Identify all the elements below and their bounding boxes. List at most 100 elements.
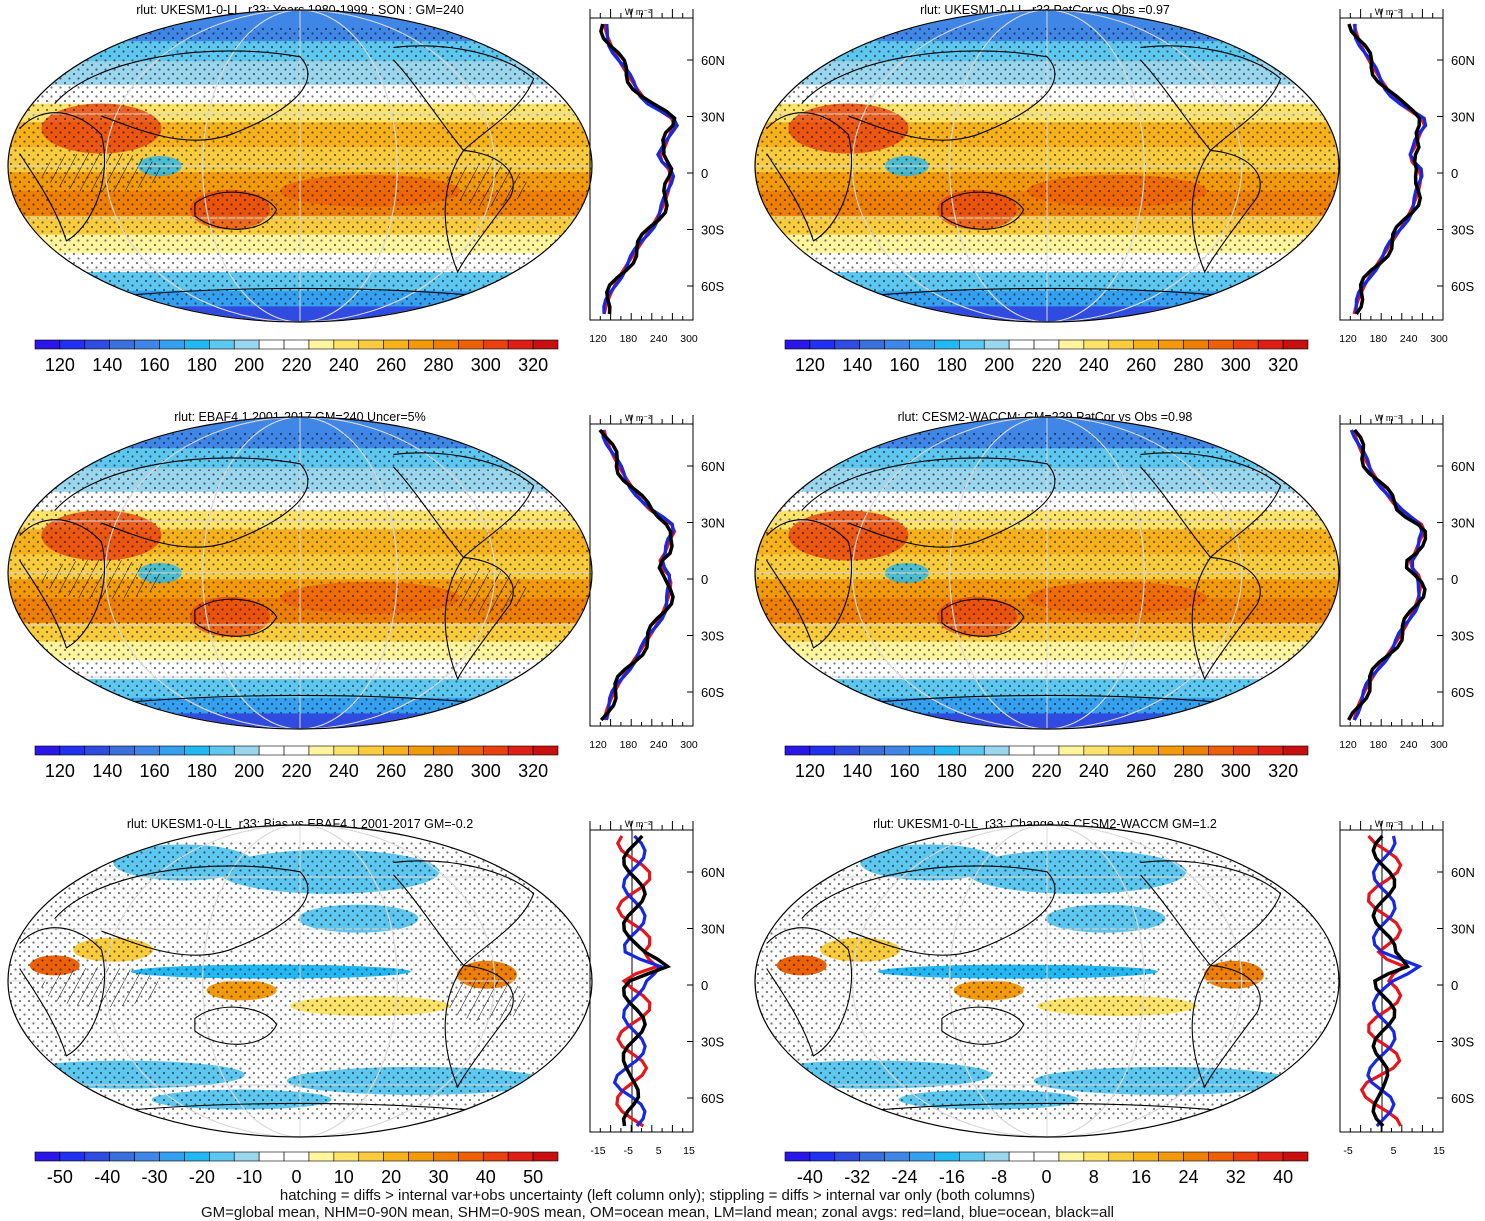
zonal-mean-panel: W m⁻² -15 -5 5 15 60N 30N 0 30S 60S: [589, 819, 725, 1157]
colorbar-swatch: [34, 1151, 61, 1162]
colorbar-label: 140: [92, 355, 122, 375]
colorbar-label: 32: [1226, 1167, 1246, 1187]
colorbar-swatch: [834, 745, 861, 756]
colorbar-label: 200: [234, 355, 264, 375]
zonal-unit-label: W m⁻²: [625, 819, 651, 829]
colorbar-swatch: [959, 339, 985, 350]
colorbar-label: 220: [281, 355, 311, 375]
colorbar-swatch: [1257, 1151, 1284, 1162]
zonal-tick-label: 300: [680, 739, 698, 751]
colorbar-swatch: [358, 1151, 384, 1162]
colorbar-label: 220: [281, 761, 311, 781]
zonal-unit-label: W m⁻²: [1375, 413, 1401, 423]
colorbar-label: 200: [984, 355, 1014, 375]
colorbar-swatch: [1257, 339, 1284, 350]
colorbar-swatch: [909, 339, 935, 350]
colorbar: 120 140 160 180 200 220 240 260 280 300 320: [784, 339, 1309, 375]
colorbar-swatch: [1108, 745, 1134, 756]
zonal-unit-label: W m⁻²: [1375, 7, 1401, 17]
latitude-label: 30N: [1451, 922, 1475, 937]
colorbar-swatch: [333, 1151, 360, 1162]
latitude-label: 30N: [1451, 110, 1475, 125]
map-outline: [7, 9, 593, 323]
colorbar-label: -40: [94, 1167, 120, 1187]
zonal-tick-label: 180: [1370, 739, 1388, 751]
colorbar-swatch: [1257, 745, 1284, 756]
panel-2: rlut: UKESM1-0-LL_r33 PatCor vs Obs =0.9…: [754, 3, 1475, 375]
colorbar-swatch: [84, 1151, 111, 1162]
colorbar-label: 240: [1079, 761, 1109, 781]
colorbar-swatch: [283, 339, 310, 350]
latitude-label: 60S: [1451, 685, 1474, 700]
world-map: [755, 417, 1339, 729]
colorbar-label: 240: [329, 355, 359, 375]
colorbar-label: 300: [471, 761, 501, 781]
colorbar-swatch: [1108, 339, 1134, 350]
colorbar-label: 10: [334, 1167, 354, 1187]
colorbar-swatch: [209, 1151, 235, 1162]
zonal-line-land: [1359, 834, 1408, 1127]
colorbar-swatch: [1282, 1151, 1309, 1162]
colorbar-label: 200: [234, 761, 264, 781]
latitude-label: 30S: [701, 223, 724, 238]
colorbar-label: 180: [187, 761, 217, 781]
colorbar-label: 40: [476, 1167, 496, 1187]
latitude-label: 0: [1451, 978, 1458, 993]
colorbar-swatch: [1183, 745, 1209, 756]
colorbar-label: -50: [47, 1167, 73, 1187]
colorbar-swatch: [109, 339, 135, 350]
colorbar-swatch: [333, 339, 360, 350]
colorbar-swatch: [1282, 745, 1309, 756]
zonal-unit-label: W m⁻²: [625, 413, 651, 423]
colorbar-swatch: [1133, 339, 1159, 350]
colorbar-swatch: [834, 1151, 861, 1162]
latitude-label: 60N: [701, 459, 725, 474]
latitude-label: 0: [701, 572, 708, 587]
colorbar-swatch: [1208, 339, 1234, 350]
colorbar-swatch: [983, 745, 1010, 756]
colorbar-swatch: [308, 1151, 335, 1162]
colorbar-swatch: [159, 1151, 185, 1162]
colorbar-swatch: [1033, 339, 1060, 350]
zonal-line-land: [1352, 23, 1427, 315]
colorbar-swatch: [909, 1151, 935, 1162]
panel-1: rlut: UKESM1-0-LL_r33: Years 1980-1999 :…: [7, 3, 725, 375]
colorbar-swatch: [109, 745, 135, 756]
colorbar-label: 180: [937, 761, 967, 781]
colorbar-swatch: [1083, 339, 1110, 350]
colorbar-label: 280: [1173, 761, 1203, 781]
colorbar-swatch: [507, 745, 534, 756]
zonal-line-ocean: [602, 23, 680, 315]
colorbar-swatch: [283, 745, 310, 756]
colorbar-label: 180: [187, 355, 217, 375]
colorbar-swatch: [134, 1151, 160, 1162]
latitude-label: 60S: [701, 1091, 724, 1106]
colorbar-label: 120: [45, 355, 75, 375]
latitude-label: 60N: [1451, 865, 1475, 880]
colorbar-label: 8: [1089, 1167, 1099, 1187]
colorbar-swatch: [109, 1151, 135, 1162]
colorbar-swatch: [1158, 745, 1184, 756]
zonal-line-ocean: [1366, 835, 1423, 1128]
colorbar-label: 24: [1178, 1167, 1198, 1187]
colorbar-label: 160: [890, 355, 920, 375]
latitude-label: 0: [1451, 166, 1458, 181]
colorbar-swatch: [159, 339, 185, 350]
colorbar-label: 220: [1031, 355, 1061, 375]
colorbar: 120 140 160 180 200 220 240 260 280 300 320: [784, 745, 1309, 781]
colorbar-label: 300: [1221, 355, 1251, 375]
colorbar-swatch: [408, 1151, 434, 1162]
colorbar-swatch: [283, 1151, 310, 1162]
panel-3: rlut: EBAF4.1 2001-2017 GM=240 Uncer=5%1…: [7, 410, 725, 781]
zonal-unit-label: W m⁻²: [1375, 819, 1401, 829]
map-outline: [754, 824, 1340, 1138]
colorbar-swatch: [834, 339, 861, 350]
colorbar-swatch: [959, 745, 985, 756]
colorbar-swatch: [1058, 1151, 1085, 1162]
colorbar-swatch: [1008, 745, 1035, 756]
colorbar-swatch: [308, 339, 335, 350]
colorbar-swatch: [884, 745, 910, 756]
colorbar-swatch: [1183, 1151, 1209, 1162]
colorbar-swatch: [859, 745, 885, 756]
